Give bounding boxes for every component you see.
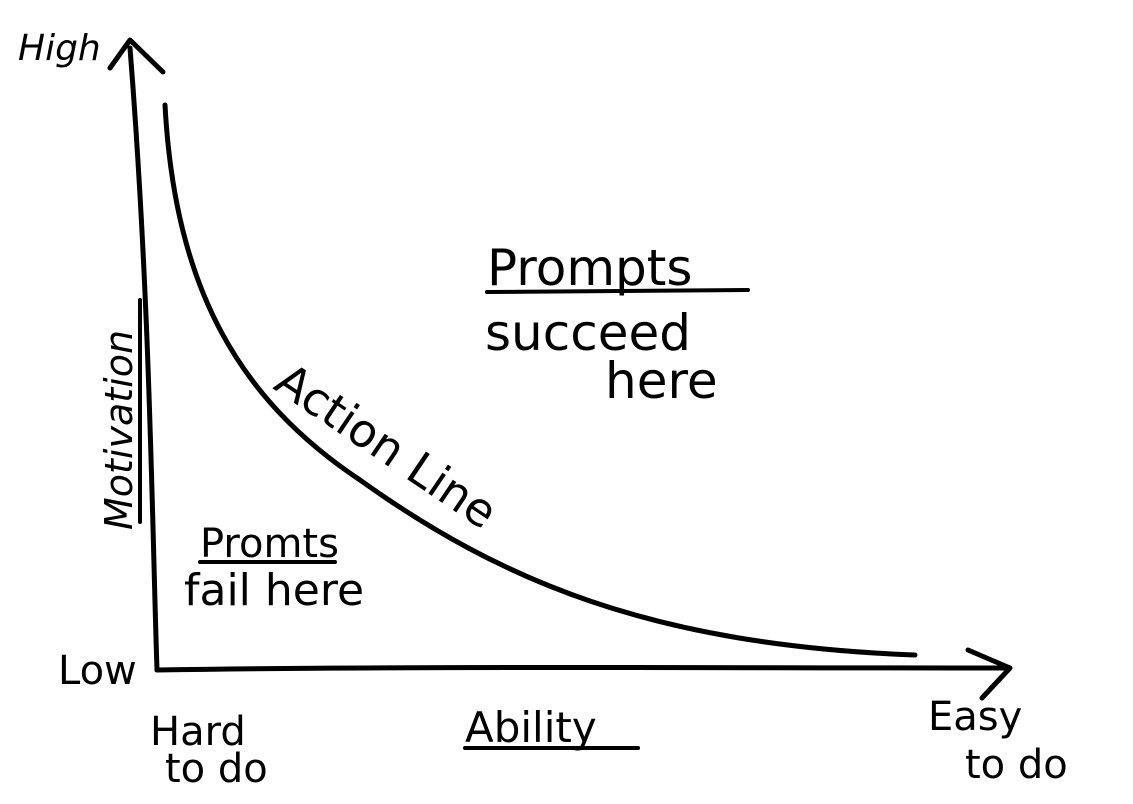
action-line-label: Action Line <box>266 352 507 539</box>
x-axis-title: Ability <box>465 703 597 752</box>
action-line-curve <box>162 102 918 658</box>
x-axis-hard-label-line2: to do <box>165 746 268 792</box>
x-axis-easy-label-line2: to do <box>965 742 1068 788</box>
y-axis-title: Motivation <box>97 330 141 530</box>
region-below-line2: fail here <box>184 565 364 616</box>
x-axis-hard-label-line1: Hard <box>150 709 246 755</box>
y-axis-line <box>127 45 160 673</box>
x-axis-arrowhead <box>965 647 1013 701</box>
x-axis-line <box>154 665 1011 673</box>
region-above-line3: here <box>605 352 718 410</box>
region-above-line2: succeed <box>485 304 691 362</box>
region-above-title-underline <box>485 288 750 294</box>
x-axis-easy-label-line1: Easy <box>928 694 1022 740</box>
y-axis-high-label: High <box>18 28 101 69</box>
y-axis-low-label: Low <box>58 648 137 694</box>
y-axis-arrowhead <box>107 37 166 75</box>
region-above-title: Prompts <box>487 239 692 297</box>
region-below-title: Promts <box>200 521 339 567</box>
